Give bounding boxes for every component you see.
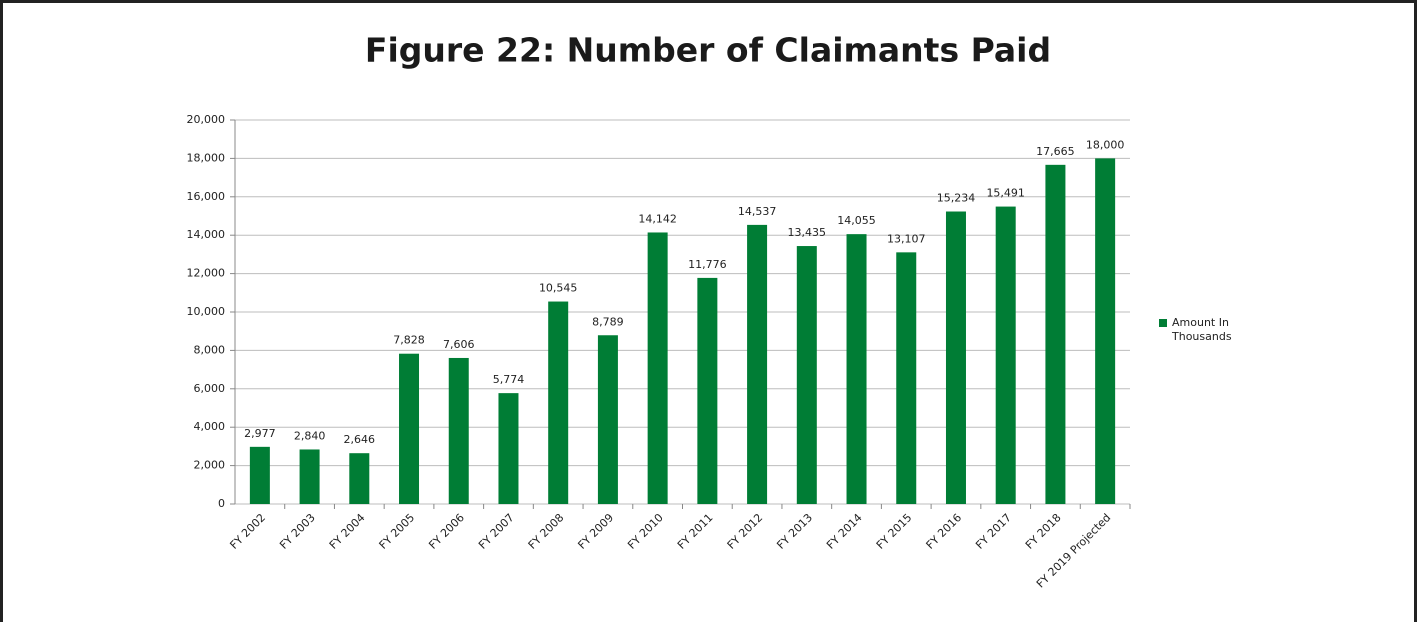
x-tick-label: FY 2008 bbox=[526, 511, 567, 552]
y-tick-label: 8,000 bbox=[194, 343, 226, 356]
x-tick-label: FY 2012 bbox=[725, 511, 766, 552]
y-tick-label: 16,000 bbox=[187, 190, 226, 203]
bar bbox=[299, 449, 320, 504]
y-tick-label: 20,000 bbox=[187, 113, 226, 126]
x-tick-label: FY 2004 bbox=[327, 511, 368, 552]
data-label: 18,000 bbox=[1086, 138, 1125, 151]
data-label: 14,055 bbox=[837, 214, 876, 227]
bar bbox=[597, 335, 618, 504]
bar bbox=[1045, 164, 1066, 504]
data-label: 15,491 bbox=[986, 187, 1025, 200]
x-tick-label: FY 2002 bbox=[227, 511, 268, 552]
bar bbox=[249, 446, 270, 504]
legend: Amount In Thousands bbox=[1159, 316, 1247, 344]
data-label: 2,977 bbox=[244, 427, 276, 440]
bar bbox=[498, 393, 519, 504]
data-label: 7,828 bbox=[393, 334, 425, 347]
x-tick-label: FY 2014 bbox=[824, 511, 865, 552]
data-label: 14,142 bbox=[638, 212, 677, 225]
bar bbox=[796, 246, 817, 504]
bar bbox=[945, 211, 966, 504]
x-tick-label: FY 2011 bbox=[675, 511, 716, 552]
x-tick-label: FY 2009 bbox=[575, 511, 616, 552]
x-tick-label: FY 2017 bbox=[973, 511, 1014, 552]
bar bbox=[548, 301, 569, 504]
bar bbox=[349, 453, 370, 504]
bar bbox=[448, 357, 469, 504]
chart-title: Figure 22: Number of Claimants Paid bbox=[365, 31, 1051, 70]
y-tick-label: 12,000 bbox=[187, 267, 226, 280]
x-tick-label: FY 2015 bbox=[874, 511, 915, 552]
legend-label: Amount In Thousands bbox=[1172, 316, 1232, 343]
x-tick-label: FY 2006 bbox=[426, 511, 467, 552]
x-tick-label: FY 2003 bbox=[277, 511, 318, 552]
bar bbox=[399, 353, 420, 504]
data-label: 11,776 bbox=[688, 258, 727, 271]
data-label: 13,435 bbox=[788, 226, 827, 239]
y-tick-label: 0 bbox=[218, 497, 225, 510]
bar bbox=[846, 234, 867, 505]
bar bbox=[747, 224, 768, 505]
data-label: 2,840 bbox=[294, 429, 326, 442]
data-label: 2,646 bbox=[344, 433, 376, 446]
y-tick-label: 6,000 bbox=[194, 382, 226, 395]
x-tick-label: FY 2016 bbox=[924, 511, 965, 552]
x-tick-label: FY 2018 bbox=[1023, 511, 1064, 552]
x-tick-label: FY 2013 bbox=[774, 511, 815, 552]
y-tick-label: 14,000 bbox=[187, 228, 226, 241]
x-tick-label: FY 2005 bbox=[377, 511, 418, 552]
bar bbox=[995, 206, 1016, 504]
data-label: 5,774 bbox=[493, 373, 525, 386]
bar bbox=[1095, 158, 1116, 504]
bar bbox=[697, 277, 718, 504]
data-label: 13,107 bbox=[887, 232, 926, 245]
data-label: 14,537 bbox=[738, 205, 777, 218]
legend-swatch bbox=[1159, 319, 1167, 327]
x-tick-label: FY 2007 bbox=[476, 511, 517, 552]
data-label: 15,234 bbox=[937, 192, 976, 205]
data-label: 10,545 bbox=[539, 282, 578, 295]
bar bbox=[896, 252, 917, 504]
y-tick-label: 2,000 bbox=[194, 459, 226, 472]
y-tick-label: 10,000 bbox=[187, 305, 226, 318]
x-tick-label: FY 2010 bbox=[625, 511, 666, 552]
data-label: 7,606 bbox=[443, 338, 475, 351]
data-label: 17,665 bbox=[1036, 145, 1075, 158]
y-tick-label: 4,000 bbox=[194, 420, 226, 433]
data-label: 8,789 bbox=[592, 315, 624, 328]
y-tick-label: 18,000 bbox=[187, 151, 226, 164]
bar bbox=[647, 232, 668, 504]
